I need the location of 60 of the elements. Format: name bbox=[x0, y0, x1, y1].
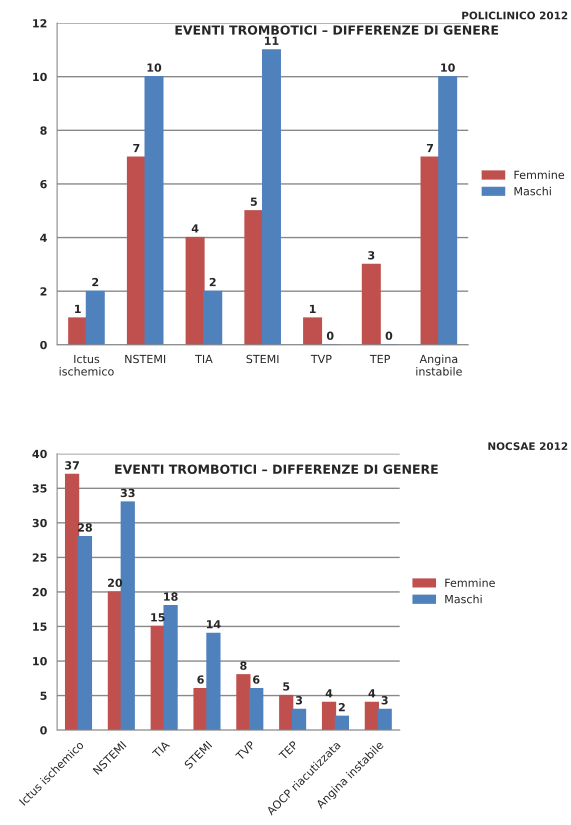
data-label: 5 bbox=[283, 682, 290, 691]
y-tick-label: 6 bbox=[40, 180, 47, 188]
y-tick-label: 40 bbox=[32, 450, 47, 458]
y-tick-label: 12 bbox=[33, 19, 46, 28]
data-label: 2 bbox=[338, 702, 345, 712]
data-label: 3 bbox=[296, 696, 302, 704]
data-label: 14 bbox=[206, 620, 221, 628]
y-tick-label: 25 bbox=[32, 553, 47, 562]
data-label: 0 bbox=[326, 332, 334, 340]
data-label: 3 bbox=[382, 696, 388, 704]
text: POLICLINICO 2012 bbox=[462, 12, 568, 20]
text: EVENTI TROMBOTICI – DIFFERENZE DI GENERE bbox=[115, 464, 438, 474]
x-tick-label: TVP bbox=[310, 354, 332, 364]
y-tick-label: 0 bbox=[40, 726, 47, 735]
data-label: 1 bbox=[75, 304, 81, 313]
y-tick-label: 35 bbox=[32, 484, 47, 493]
text: NOCSAE 2012 bbox=[488, 442, 568, 450]
data-label: 1 bbox=[310, 304, 316, 313]
y-tick-label: 0 bbox=[40, 340, 47, 350]
y-tick-label: 2 bbox=[40, 287, 46, 296]
y-tick-label: 5 bbox=[40, 692, 47, 700]
data-label: 0 bbox=[386, 332, 392, 340]
data-label: 6 bbox=[197, 675, 204, 684]
data-label: 3 bbox=[368, 251, 374, 260]
x-tick-label: TEP bbox=[370, 354, 390, 364]
legend-label: Femmine bbox=[514, 170, 564, 180]
legend-label: Maschi bbox=[445, 594, 482, 604]
data-label: 4 bbox=[192, 224, 198, 233]
legend-label: Maschi bbox=[514, 186, 551, 196]
data-label: 2 bbox=[210, 278, 216, 286]
data-label: 10 bbox=[441, 63, 455, 72]
y-tick-label: 30 bbox=[32, 518, 47, 528]
x-tick-label: TVP bbox=[235, 740, 256, 761]
data-label: 10 bbox=[148, 63, 162, 72]
data-label: 4 bbox=[368, 689, 376, 698]
data-label: 37 bbox=[65, 461, 79, 470]
data-label: 18 bbox=[164, 592, 178, 601]
data-label: 4 bbox=[326, 689, 332, 698]
data-label: 11 bbox=[264, 36, 278, 45]
x-tick-label: STEMI bbox=[246, 354, 278, 364]
data-label: 7 bbox=[426, 144, 434, 152]
y-tick-label: 4 bbox=[40, 234, 47, 242]
x-tick-label: TIA bbox=[152, 740, 170, 758]
y-tick-label: 10 bbox=[33, 72, 47, 82]
data-label: 6 bbox=[253, 675, 260, 684]
y-tick-label: 15 bbox=[33, 622, 47, 631]
x-tick-label: Angina instabile bbox=[416, 354, 462, 376]
chart-title: EVENTI TROMBOTICI – DIFFERENZE DI GENERE bbox=[175, 25, 498, 35]
x-tick-label: NSTEMI bbox=[125, 354, 166, 364]
x-tick-label: Ictus ischemico bbox=[60, 354, 114, 376]
y-tick-label: 8 bbox=[40, 126, 47, 135]
x-tick-label: TIA bbox=[195, 354, 213, 364]
data-label: 5 bbox=[250, 198, 257, 206]
data-label: 2 bbox=[92, 278, 98, 286]
data-label: 33 bbox=[120, 488, 135, 498]
y-tick-label: 10 bbox=[33, 657, 47, 666]
y-tick-label: 20 bbox=[32, 588, 47, 596]
data-label: 8 bbox=[240, 662, 247, 670]
data-label: 7 bbox=[133, 144, 140, 152]
legend-label: Femmine bbox=[445, 578, 495, 588]
